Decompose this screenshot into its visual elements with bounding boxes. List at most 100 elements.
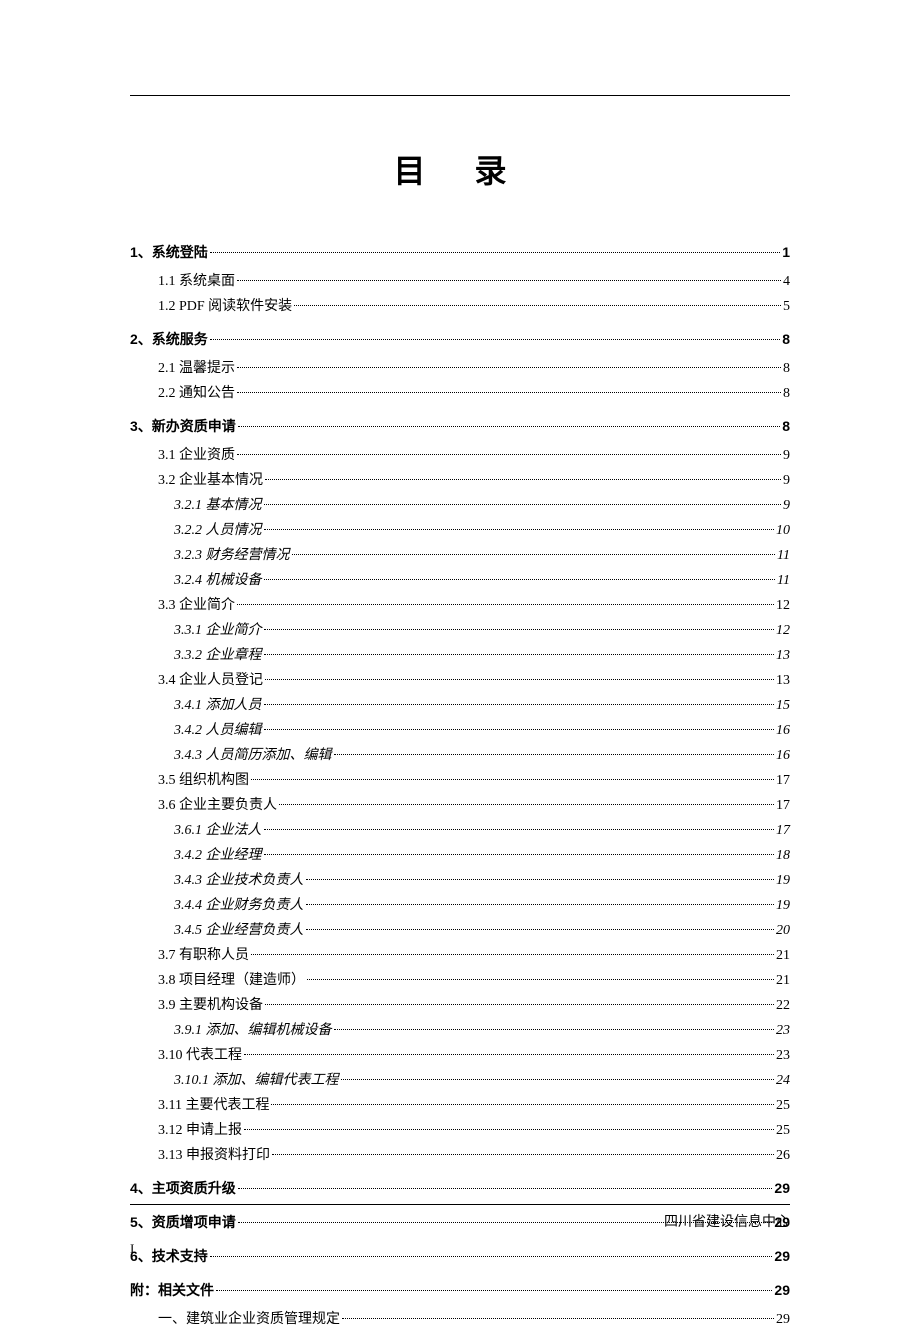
toc-entry: 1.2 PDF 阅读软件安装5 [130,295,790,315]
toc-leader [264,629,775,630]
toc-entry: 1.1 系统桌面4 [130,270,790,290]
toc-entry-label: 3.9 主要机构设备 [158,994,263,1014]
toc-entry-label: 3.8 项目经理（建造师） [158,969,305,989]
toc-entry: 3.13 申报资料打印26 [130,1144,790,1164]
toc-title: 目 录 [130,146,790,192]
toc-leader [264,654,775,655]
toc-entry-page: 21 [776,973,790,989]
toc-leader [237,367,781,368]
toc-leader [216,1290,772,1291]
toc-entry-page: 9 [783,473,790,489]
toc-entry-page: 9 [783,498,790,514]
toc-entry-label: 3.4.3 人员简历添加、编辑 [174,744,332,764]
toc-entry: 3.4.5 企业经营负责人20 [130,919,790,939]
toc-entry-page: 15 [776,698,790,714]
toc-entry-page: 17 [776,798,790,814]
toc-entry: 3.6.1 企业法人17 [130,819,790,839]
toc-leader [251,779,774,780]
toc-leader [238,1188,773,1189]
toc-entry-page: 9 [783,448,790,464]
toc-entry: 3.4.3 企业技术负责人19 [130,869,790,889]
toc-entry-label: 3.1 企业资质 [158,444,235,464]
toc-entry-page: 12 [776,623,790,639]
toc-entry-label: 3.4.2 企业经理 [174,844,262,864]
toc-entry: 3.5 组织机构图 17 [130,769,790,789]
toc-entry-page: 17 [776,773,790,789]
toc-entry: 3.2.2 人员情况10 [130,519,790,539]
toc-entry-label: 3.2.1 基本情况 [174,494,262,514]
toc-entry-page: 24 [776,1073,790,1089]
footer-page-number: I [130,1241,790,1257]
toc-entry-label: 3.12 申请上报 [158,1119,242,1139]
toc-leader [264,579,776,580]
toc-entry: 3.2.1 基本情况 9 [130,494,790,514]
toc-entry-label: 3.4.4 企业财务负责人 [174,894,304,914]
toc-leader [264,529,775,530]
toc-entry-label: 3.6 企业主要负责人 [158,794,277,814]
toc-entry-page: 8 [783,361,790,377]
toc-leader [244,1054,774,1055]
toc-entry-label: 2、系统服务 [130,329,208,349]
toc-entry: 3.4.4 企业财务负责人19 [130,894,790,914]
toc-entry-page: 8 [783,386,790,402]
toc-entry: 附：相关文件29 [130,1280,790,1300]
toc-leader [265,1004,774,1005]
toc-leader [210,339,780,340]
toc-entry-label: 3.10 代表工程 [158,1044,242,1064]
toc-entry-page: 16 [776,723,790,739]
toc-entry-page: 18 [776,848,790,864]
toc-entry-label: 1、系统登陆 [130,242,208,262]
toc-entry-label: 3.2.4 机械设备 [174,569,262,589]
toc-list: 1、系统登陆 1 1.1 系统桌面4 1.2 PDF 阅读软件安装5 2、系统服务 8 2.… [130,242,790,1328]
toc-leader [264,704,775,705]
footer-org: 四川省建设信息中心 [130,1211,790,1231]
toc-entry: 3.7 有职称人员 21 [130,944,790,964]
toc-entry-label: 3.4 企业人员登记 [158,669,263,689]
toc-entry-page: 23 [776,1048,790,1064]
toc-entry-label: 3.6.1 企业法人 [174,819,262,839]
toc-entry-label: 3.4.5 企业经营负责人 [174,919,304,939]
toc-entry-label: 2.1 温馨提示 [158,357,235,377]
toc-leader [265,679,774,680]
toc-entry: 3.3.2 企业章程13 [130,644,790,664]
toc-entry-page: 5 [783,299,790,315]
toc-entry-page: 13 [776,648,790,664]
toc-entry-page: 8 [782,418,790,434]
toc-entry-label: 3.2.2 人员情况 [174,519,262,539]
toc-entry-label: 3.2.3 财务经营情况 [174,544,290,564]
toc-entry: 4、主项资质升级29 [130,1178,790,1198]
toc-entry-label: 3.5 组织机构图 [158,769,249,789]
toc-leader [210,252,780,253]
toc-entry-page: 21 [776,948,790,964]
toc-entry-label: 3.3 企业简介 [158,594,235,614]
toc-entry: 3.3 企业简介12 [130,594,790,614]
toc-entry: 3.2 企业基本情况 9 [130,469,790,489]
toc-entry: 3.4.3 人员简历添加、编辑16 [130,744,790,764]
toc-entry-label: 3.2 企业基本情况 [158,469,263,489]
toc-leader [237,604,774,605]
toc-leader [237,280,781,281]
toc-entry-page: 1 [782,244,790,260]
toc-entry: 3.10.1 添加、编辑代表工程24 [130,1069,790,1089]
toc-entry-page: 11 [777,548,790,564]
toc-entry-label: 3.7 有职称人员 [158,944,249,964]
toc-entry: 3.8 项目经理（建造师） 21 [130,969,790,989]
toc-entry-label: 3.11 主要代表工程 [158,1094,269,1114]
toc-leader [334,754,775,755]
toc-entry-page: 8 [782,331,790,347]
toc-entry-label: 3.4.2 人员编辑 [174,719,262,739]
toc-leader [272,1154,774,1155]
toc-leader [306,879,775,880]
toc-entry-page: 4 [783,274,790,290]
footer: 四川省建设信息中心 I [130,1204,790,1257]
toc-leader [264,829,775,830]
toc-entry-label: 3.4.1 添加人员 [174,694,262,714]
top-rule [130,95,790,96]
toc-entry: 3.9.1 添加、编辑机械设备23 [130,1019,790,1039]
toc-entry-label: 3.4.3 企业技术负责人 [174,869,304,889]
toc-entry: 3.4 企业人员登记13 [130,669,790,689]
toc-entry: 3.9 主要机构设备22 [130,994,790,1014]
toc-entry: 3.3.1 企业简介12 [130,619,790,639]
toc-entry-label: 3、新办资质申请 [130,416,236,436]
toc-leader [251,954,774,955]
